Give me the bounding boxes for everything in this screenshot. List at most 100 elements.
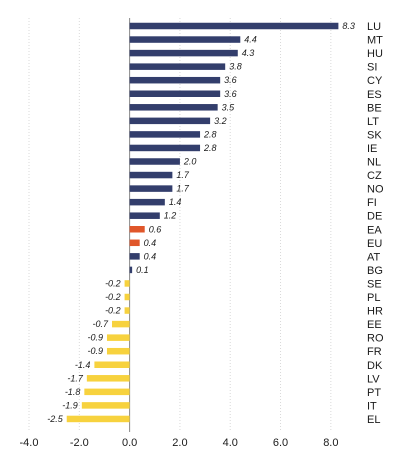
x-axis: -4.0 -2.0 0.0 2.0 4.0 6.0 8.0 [20,437,339,449]
category-label-eu: EU [367,238,382,250]
category-label-es: ES [367,89,382,101]
bar-fr [106,347,130,355]
category-label-fi: FI [367,197,377,209]
value-label-dk: -1.4 [75,360,91,370]
bar-it [81,402,130,409]
value-label-be: 3.5 [222,102,236,112]
bar-be [129,104,218,111]
bar-no [129,185,173,192]
value-label-si: 3.8 [229,62,242,72]
category-label-hr: HR [367,306,383,318]
bar-pl [124,293,130,301]
value-label-nl: 2.0 [183,157,197,167]
value-label-se: -0.2 [105,278,121,288]
category-label-ea: EA [367,224,382,236]
category-label-nl: NL [367,157,381,169]
bar-ie [129,144,201,152]
bar-mt [129,36,241,43]
category-label-lv: LV [367,373,380,385]
x-tick-label-4: 4.0 [223,437,238,449]
bar-ee [112,320,130,328]
category-label-se: SE [367,278,382,290]
bar-cy [129,76,221,84]
value-label-de: 1.2 [164,211,177,221]
category-label-si: SI [367,62,377,74]
value-label-hu: 4.3 [242,48,255,58]
bar-cz [129,171,173,179]
value-label-ro: -0.9 [87,333,103,343]
value-label-mt: 4.4 [244,35,257,45]
bar-de [129,212,160,219]
value-label-hr: -0.2 [105,306,121,316]
value-label-lu: 8.3 [342,21,355,31]
category-label-cz: CZ [367,170,382,182]
bar-pt [84,388,130,396]
x-tick-label-1: -2.0 [70,437,89,449]
category-label-ee: EE [367,319,382,331]
category-label-sk: SK [367,129,382,141]
bar-el [66,415,130,423]
category-label-ro: RO [367,333,384,345]
value-label-ee: -0.7 [92,319,109,329]
bar-ea [129,226,145,233]
label-layer: 8.3 LU 4.4 MT 4.3 HU 3.8 SI 3.6 CY 3.6 ES 3.5 BE 3.2 LT… [47,21,384,426]
bar-lu [129,22,339,30]
bar-hu [129,49,238,57]
value-label-fi: 1.4 [169,197,182,207]
category-label-at: AT [367,251,381,263]
value-label-eu: 0.4 [144,238,157,248]
bar-eu [129,239,140,247]
x-tick-label-3: 2.0 [172,437,187,449]
category-label-no: NO [367,184,384,196]
value-label-bg: 0.1 [136,265,149,275]
category-label-lu: LU [367,21,381,33]
category-label-mt: MT [367,35,383,47]
category-label-dk: DK [367,360,383,372]
bar-layer [66,22,339,423]
value-label-pl: -0.2 [105,292,121,302]
category-label-de: DE [367,211,382,223]
value-label-sk: 2.8 [203,129,217,139]
bar-bg [129,266,133,274]
category-label-pl: PL [367,292,380,304]
category-label-lt: LT [367,116,379,128]
value-label-es: 3.6 [224,89,237,99]
bar-at [129,253,140,260]
grid-layer [28,18,332,432]
value-label-cz: 1.7 [176,170,190,180]
bar-nl [129,158,180,165]
bar-si [129,63,226,70]
value-label-it: -1.9 [62,400,78,410]
category-label-hu: HU [367,48,383,60]
bar-es [129,90,221,97]
value-label-no: 1.7 [176,184,190,194]
x-tick-label-0: -4.0 [20,437,39,449]
bar-lt [129,117,211,125]
bar-se [124,280,130,287]
category-label-fr: FR [367,346,382,358]
bar-lv [86,375,130,382]
value-label-pt: -1.8 [65,387,81,397]
bar-dk [94,361,130,368]
category-label-bg: BG [367,265,383,277]
value-label-lv: -1.7 [67,373,84,383]
bar-sk [129,131,201,138]
bar-fi [129,198,165,206]
bar-hr [124,307,130,314]
x-tick-label-6: 8.0 [323,437,338,449]
category-label-pt: PT [367,387,381,399]
x-tick-label-2: 0.0 [122,437,137,449]
category-label-el: EL [367,414,380,426]
bar-ro [106,334,130,341]
category-label-cy: CY [367,75,383,87]
value-label-at: 0.4 [144,251,157,261]
value-label-fr: -0.9 [87,346,103,356]
x-tick-label-5: 6.0 [273,437,288,449]
value-label-ea: 0.6 [149,224,162,234]
category-label-ie: IE [367,143,377,155]
value-label-lt: 3.2 [214,116,227,126]
value-label-ie: 2.8 [203,143,217,153]
value-label-cy: 3.6 [224,75,237,85]
value-label-el: -2.5 [47,414,64,424]
